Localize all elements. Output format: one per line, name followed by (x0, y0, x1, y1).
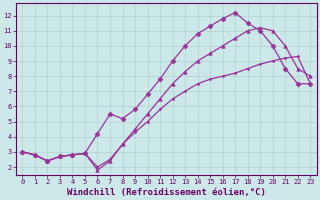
X-axis label: Windchill (Refroidissement éolien,°C): Windchill (Refroidissement éolien,°C) (67, 188, 266, 197)
